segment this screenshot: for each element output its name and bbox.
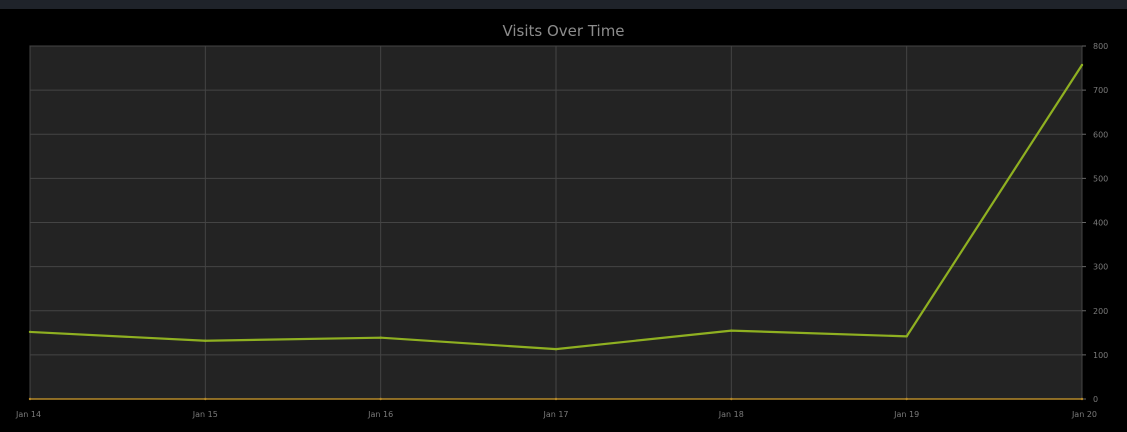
y-tick-label: 700 <box>1093 86 1108 95</box>
x-tick-label: Jan 16 <box>367 410 393 419</box>
y-tick-label: 0 <box>1093 395 1098 404</box>
data-point[interactable] <box>28 330 32 334</box>
data-point[interactable] <box>204 397 207 401</box>
x-tick-label: Jan 19 <box>893 410 919 419</box>
data-point[interactable] <box>905 397 908 401</box>
y-tick-label: 400 <box>1093 219 1108 228</box>
x-tick-label: Jan 14 <box>15 410 41 419</box>
x-tick-label: Jan 18 <box>718 410 744 419</box>
data-point[interactable] <box>204 339 207 342</box>
data-point[interactable] <box>1080 63 1084 67</box>
data-point[interactable] <box>905 335 908 338</box>
x-tick-label: Jan 17 <box>542 410 568 419</box>
series-lines <box>28 63 1084 401</box>
y-axis-ticks: 0 100 200 300 400 500 600 700 800 <box>1082 42 1108 404</box>
y-tick-label: 800 <box>1093 42 1108 51</box>
y-tick-label: 600 <box>1093 130 1108 139</box>
y-tick-label: 300 <box>1093 263 1108 272</box>
data-point[interactable] <box>730 397 733 401</box>
y-tick-label: 100 <box>1093 351 1108 360</box>
data-point[interactable] <box>28 397 32 401</box>
data-point[interactable] <box>379 336 382 339</box>
x-axis-ticks: Jan 14 Jan 15 Jan 16 Jan 17 Jan 18 Jan 19 Jan … <box>15 410 1097 419</box>
data-point[interactable] <box>554 347 558 351</box>
x-tick-label: Jan 15 <box>192 410 218 419</box>
y-tick-label: 200 <box>1093 307 1108 316</box>
chart-title: Visits Over Time <box>502 22 625 40</box>
data-point[interactable] <box>1080 397 1084 401</box>
data-point[interactable] <box>730 329 733 332</box>
y-tick-label: 500 <box>1093 174 1108 183</box>
x-tick-label: Jan 20 <box>1071 410 1097 419</box>
data-point[interactable] <box>554 397 558 401</box>
data-point[interactable] <box>379 397 382 401</box>
